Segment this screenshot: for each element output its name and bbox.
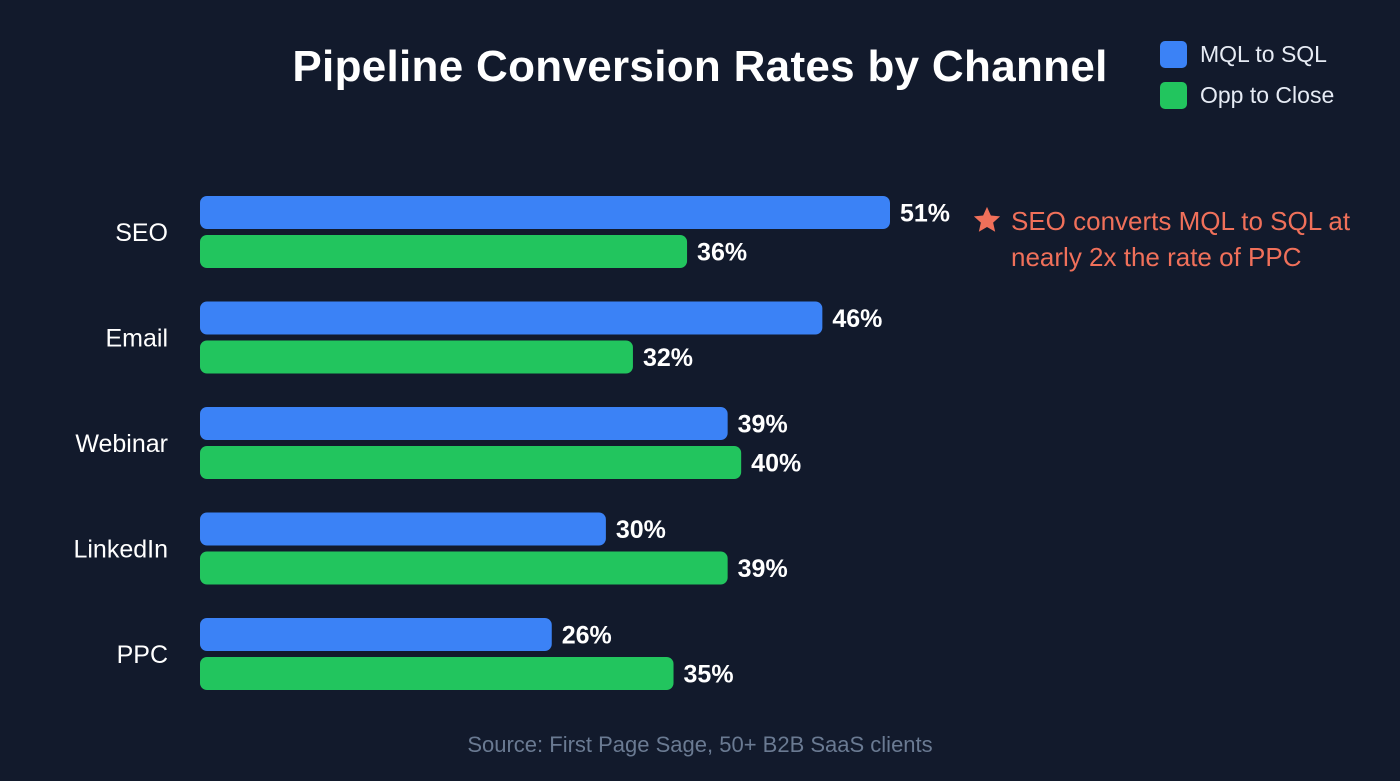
y-tick-label-ppc: PPC <box>117 641 168 669</box>
data-label-seo-opp-to-close: 36% <box>697 239 747 267</box>
bar-webinar-mql-to-sql[interactable] <box>200 407 728 440</box>
legend-swatch-mql-to-sql <box>1160 40 1187 68</box>
data-label-webinar-mql-to-sql: 39% <box>738 411 788 439</box>
y-tick-label-webinar: Webinar <box>75 430 168 458</box>
bar-ppc-mql-to-sql[interactable] <box>200 618 552 651</box>
legend-label-mql-to-sql: MQL to SQL <box>1200 40 1327 67</box>
bar-seo-opp-to-close[interactable] <box>200 235 688 268</box>
bar-linkedin-opp-to-close[interactable] <box>200 551 728 585</box>
chart-legend: MQL to SQL Opp to Close <box>1160 40 1334 122</box>
data-label-email-opp-to-close: 32% <box>643 344 693 372</box>
bar-linkedin-mql-to-sql[interactable] <box>200 512 606 546</box>
y-tick-label-seo: SEO <box>115 219 168 247</box>
source-note: Source: First Page Sage, 50+ B2B SaaS cl… <box>467 732 933 757</box>
data-label-ppc-mql-to-sql: 26% <box>562 622 612 650</box>
y-tick-label-email: Email <box>105 325 168 353</box>
legend-label-opp-to-close: Opp to Close <box>1200 81 1335 108</box>
annotation-text: SEO converts MQL to SQL at nearly 2x the… <box>1011 206 1351 272</box>
star-icon <box>973 206 1001 232</box>
bar-email-mql-to-sql[interactable] <box>200 301 823 335</box>
bar-webinar-opp-to-close[interactable] <box>200 446 742 479</box>
legend-item-mql-to-sql[interactable]: MQL to SQL <box>1160 40 1334 68</box>
data-label-seo-mql-to-sql: 51% <box>900 200 950 228</box>
bar-ppc-opp-to-close[interactable] <box>200 657 674 690</box>
legend-item-opp-to-close[interactable]: Opp to Close <box>1160 81 1334 109</box>
chart-title: Pipeline Conversion Rates by Channel <box>292 42 1108 91</box>
data-label-webinar-opp-to-close: 40% <box>751 450 801 478</box>
chart-annotation: SEO converts MQL to SQL at nearly 2x the… <box>972 203 1371 275</box>
data-label-email-mql-to-sql: 46% <box>832 305 882 333</box>
data-label-ppc-opp-to-close: 35% <box>684 661 734 689</box>
data-label-linkedin-opp-to-close: 39% <box>738 555 788 583</box>
y-tick-label-linkedin: LinkedIn <box>73 536 168 564</box>
bar-seo-mql-to-sql[interactable] <box>200 196 890 229</box>
legend-swatch-opp-to-close <box>1160 81 1187 109</box>
data-label-linkedin-mql-to-sql: 30% <box>616 516 666 544</box>
bar-email-opp-to-close[interactable] <box>200 340 633 374</box>
